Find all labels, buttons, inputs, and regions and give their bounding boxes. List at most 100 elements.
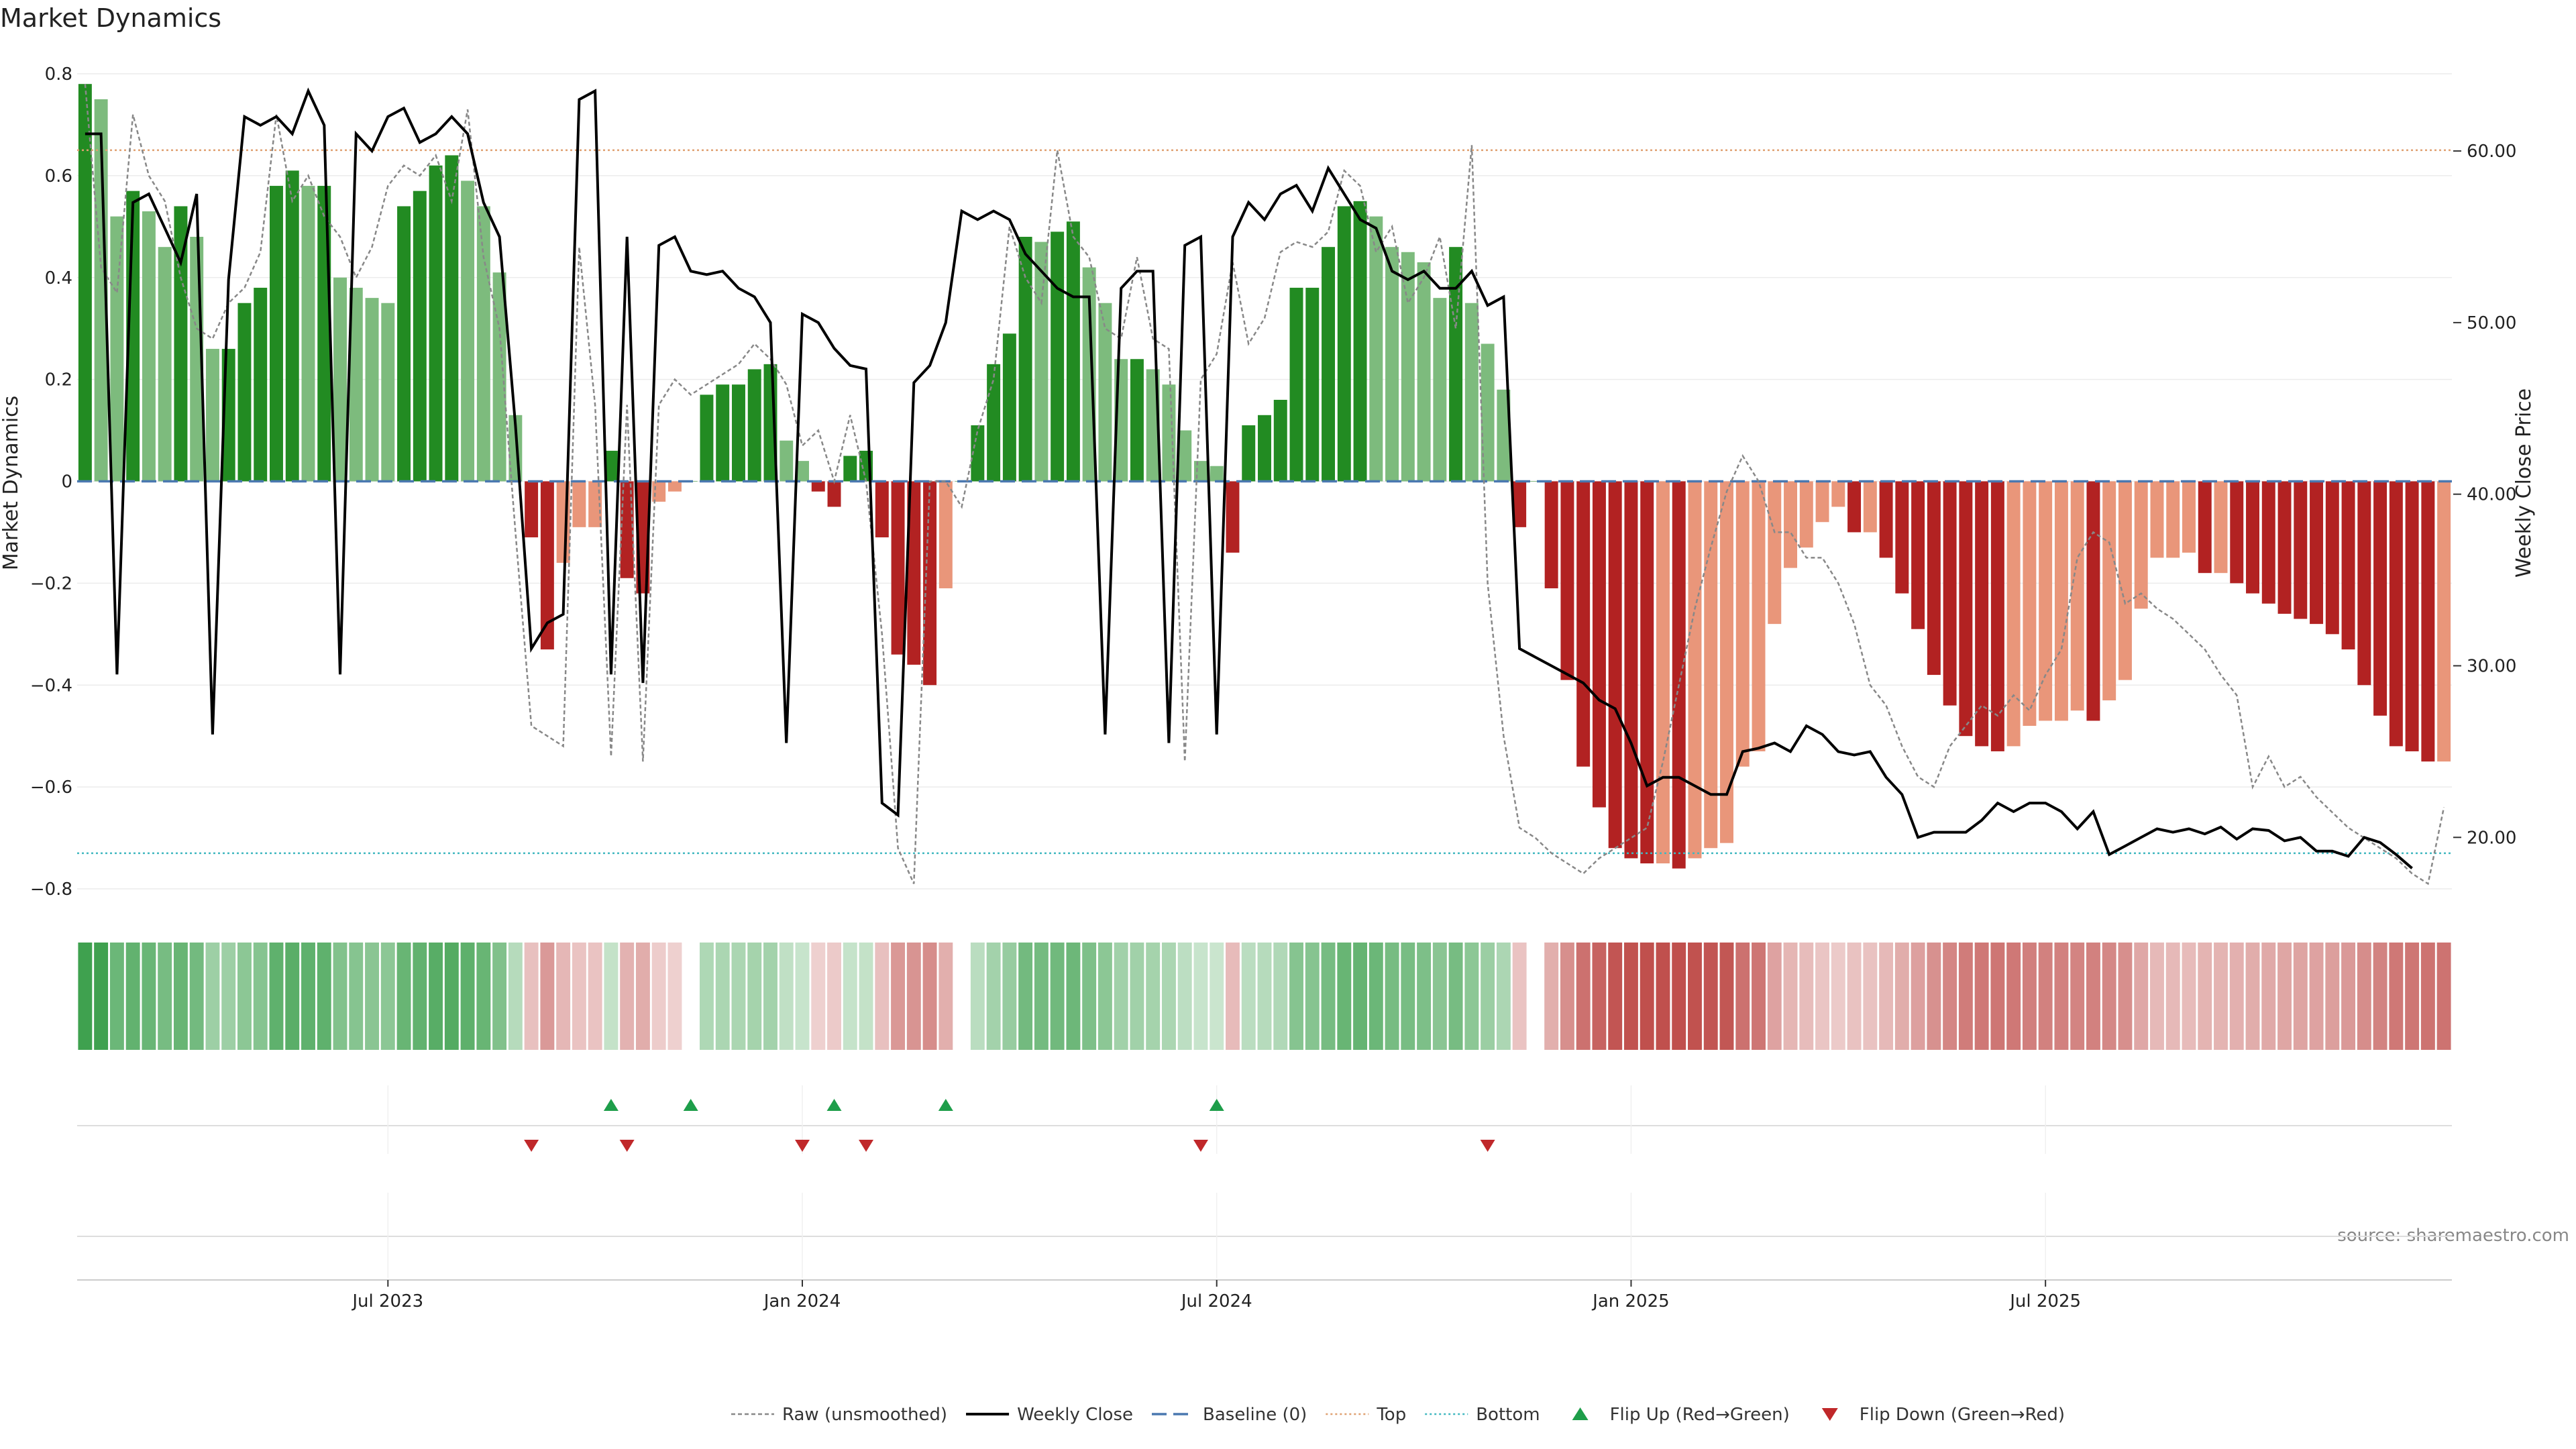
bar-82	[1385, 247, 1399, 482]
strip-cell-5	[158, 943, 172, 1050]
strip-cell-33	[604, 943, 619, 1050]
legend-item-top: Top	[1326, 1405, 1406, 1425]
strip-cell-78	[1321, 943, 1336, 1050]
strip-cell-34	[620, 943, 635, 1050]
strip-cell-23	[444, 943, 459, 1050]
x-tick-label-4: Jul 2025	[2008, 1291, 2081, 1311]
strip-cell-68	[1161, 943, 1176, 1050]
strip-cell-123	[2038, 943, 2053, 1050]
bar-8	[205, 349, 219, 482]
flip-down-marker-5	[1480, 1140, 1495, 1152]
bar-73	[1242, 425, 1256, 482]
strip-cell-105	[1752, 943, 1766, 1050]
flip-down-marker-4	[1193, 1140, 1208, 1152]
bar-78	[1322, 247, 1336, 482]
strip-cell-127	[2102, 943, 2116, 1050]
flip-up-marker-3	[938, 1099, 953, 1111]
bar-145	[2389, 481, 2403, 747]
bar-5	[158, 247, 172, 482]
bar-26	[492, 272, 506, 482]
strip-cell-9	[221, 943, 236, 1050]
y-axis-label: Market Dynamics	[0, 396, 23, 571]
strip-cell-112	[1863, 943, 1878, 1050]
bar-147	[2421, 481, 2435, 762]
strip-cell-39	[700, 943, 714, 1050]
strip-cell-47	[827, 943, 841, 1050]
strip-cell-125	[2070, 943, 2085, 1050]
bar-126	[2086, 481, 2100, 721]
strip-cell-30	[556, 943, 571, 1050]
strip-cell-76	[1289, 943, 1303, 1050]
strip-cell-81	[1368, 943, 1383, 1050]
flip-up-marker-1	[683, 1099, 698, 1111]
bar-115	[1911, 481, 1925, 629]
bar-64	[1098, 303, 1112, 482]
y-tick-label-0: 0.8	[45, 64, 72, 85]
strip-cell-61	[1050, 943, 1065, 1050]
legend-label-top: Top	[1376, 1405, 1406, 1425]
bar-20	[397, 206, 411, 482]
bar-68	[1162, 384, 1176, 482]
bar-28	[525, 481, 539, 538]
bar-19	[381, 303, 395, 482]
bar-139	[2294, 481, 2308, 619]
bar-47	[827, 481, 841, 507]
strip-cell-124	[2054, 943, 2069, 1050]
y-tick-label-6: −0.4	[30, 676, 72, 696]
strip-cell-131	[2165, 943, 2180, 1050]
bar-93	[1560, 481, 1574, 680]
y-right-tick-label-0: 60.00	[2467, 142, 2516, 162]
bar-107	[1784, 481, 1798, 568]
strip-cell-87	[1464, 943, 1479, 1050]
legend-label-close: Weekly Close	[1017, 1405, 1133, 1425]
strip-cell-67	[1146, 943, 1161, 1050]
bar-66	[1130, 359, 1144, 482]
strip-cell-119	[1974, 943, 1989, 1050]
bar-130	[2150, 481, 2164, 558]
y-right-tick-label-4: 20.00	[2467, 828, 2516, 848]
bar-48	[843, 455, 857, 482]
bar-11	[254, 287, 268, 482]
x-tick-label-1: Jan 2024	[763, 1291, 841, 1311]
strip-cell-140	[2309, 943, 2324, 1050]
bar-136	[2246, 481, 2259, 594]
strip-cell-25	[476, 943, 491, 1050]
bar-95	[1592, 481, 1606, 808]
strip-cell-20	[396, 943, 411, 1050]
strip-cell-85	[1432, 943, 1447, 1050]
strip-cell-31	[572, 943, 586, 1050]
strip-cell-80	[1353, 943, 1368, 1050]
strip-cell-7	[189, 943, 204, 1050]
bar-54	[938, 481, 953, 588]
bar-69	[1178, 430, 1192, 482]
strip-cell-148	[2436, 943, 2451, 1050]
bar-87	[1464, 303, 1479, 482]
strip-cell-120	[1990, 943, 2005, 1050]
strip-cell-72	[1226, 943, 1240, 1050]
strip-cell-11	[253, 943, 268, 1050]
bar-2	[110, 216, 124, 482]
bar-102	[1704, 481, 1718, 849]
bar-57	[987, 364, 1001, 482]
bar-17	[349, 287, 363, 482]
bar-22	[429, 165, 443, 482]
strip-cell-0	[78, 943, 93, 1050]
bar-34	[620, 481, 634, 578]
strip-cell-48	[843, 943, 857, 1050]
bar-0	[78, 84, 92, 482]
bar-101	[1688, 481, 1702, 859]
bar-92	[1544, 481, 1558, 588]
bar-36	[652, 481, 666, 502]
strip-cell-102	[1703, 943, 1718, 1050]
bar-127	[2102, 481, 2116, 701]
bar-79	[1337, 206, 1351, 482]
strip-cell-132	[2182, 943, 2196, 1050]
strip-cell-128	[2118, 943, 2133, 1050]
strip-cell-45	[795, 943, 810, 1050]
flip-up-marker-2	[826, 1099, 842, 1111]
flip-down-marker-3	[859, 1140, 874, 1152]
flip-down-marker-2	[795, 1140, 810, 1152]
strip-cell-99	[1656, 943, 1670, 1050]
strip-cell-107	[1783, 943, 1798, 1050]
strip-cell-82	[1385, 943, 1399, 1050]
